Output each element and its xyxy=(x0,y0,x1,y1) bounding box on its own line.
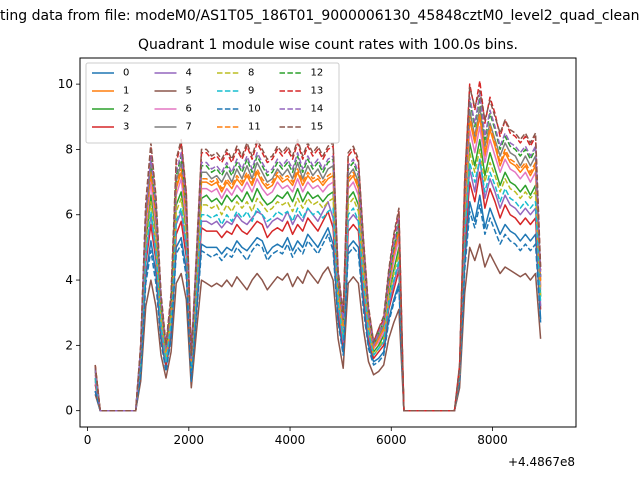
axes-frame xyxy=(79,57,577,428)
y-tick-label: 10 xyxy=(58,77,73,91)
legend-label-8: 8 xyxy=(248,68,254,79)
legend-label-3: 3 xyxy=(123,122,129,133)
legend-label-2: 2 xyxy=(123,104,129,115)
figure-suptitle: Plotting data from file: modeM0/AS1T05_1… xyxy=(0,8,640,24)
y-axis: 0 2 4 6 8 10 xyxy=(58,77,80,418)
legend-label-15: 15 xyxy=(311,122,324,133)
x-tick-label: 4000 xyxy=(275,433,306,447)
plot-area xyxy=(79,57,577,428)
legend-label-1: 1 xyxy=(123,86,129,97)
series-line-5 xyxy=(94,243,542,412)
x-tick-label: 6000 xyxy=(376,433,407,447)
x-tick-label: 2000 xyxy=(174,433,205,447)
x-axis-offset-label: +4.4867e8 xyxy=(508,455,575,469)
y-tick-label: 0 xyxy=(65,404,73,418)
y-tick-label: 2 xyxy=(65,338,73,352)
legend-label-12: 12 xyxy=(311,68,324,79)
x-axis: 0 2000 4000 6000 8000 xyxy=(84,427,508,447)
series-line-9 xyxy=(94,158,542,412)
series-line-12 xyxy=(94,96,542,412)
legend-label-0: 0 xyxy=(123,68,129,79)
y-tick-label: 8 xyxy=(65,142,73,156)
series-line-11 xyxy=(94,112,542,412)
x-tick-label: 0 xyxy=(84,433,92,447)
legend-label-14: 14 xyxy=(311,104,324,115)
x-tick-label: 8000 xyxy=(477,433,508,447)
legend-label-10: 10 xyxy=(248,104,261,115)
legend-box xyxy=(85,62,340,144)
legend-label-9: 9 xyxy=(248,86,254,97)
legend-label-13: 13 xyxy=(311,86,324,97)
series-group xyxy=(94,80,542,412)
plot-title: Quadrant 1 module wise count rates with … xyxy=(138,37,518,53)
legend-label-6: 6 xyxy=(186,104,192,115)
y-tick-label: 4 xyxy=(65,273,73,287)
series-line-15 xyxy=(94,86,542,412)
legend-label-7: 7 xyxy=(186,122,192,133)
legend-label-11: 11 xyxy=(248,122,261,133)
legend-label-5: 5 xyxy=(186,86,192,97)
series-line-10 xyxy=(94,204,542,412)
legend-label-4: 4 xyxy=(186,68,192,79)
y-tick-label: 6 xyxy=(65,208,73,222)
